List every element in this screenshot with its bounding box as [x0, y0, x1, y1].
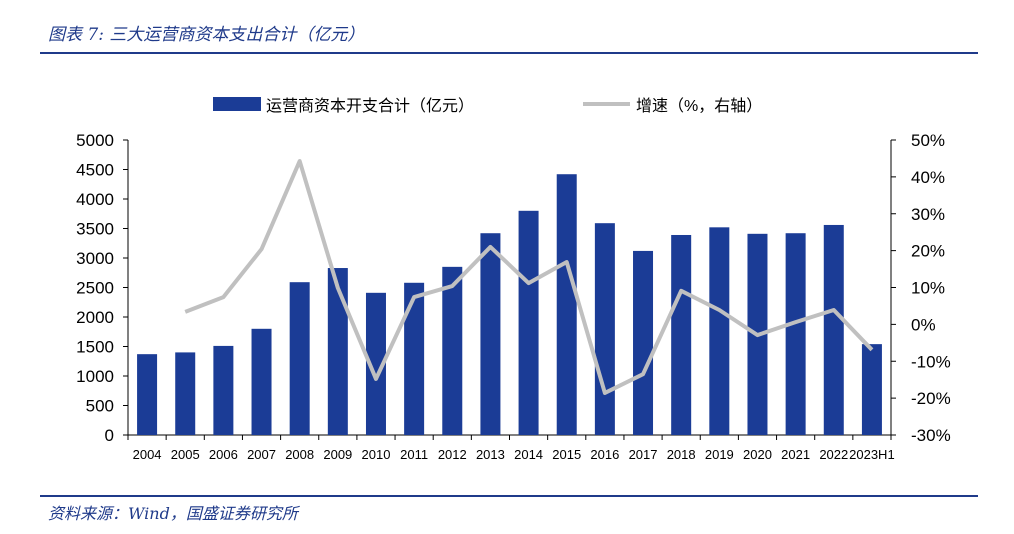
figure-title: 图表 7: 三大运营商资本支出合计（亿元）	[48, 25, 365, 45]
source-divider	[40, 495, 978, 497]
bar-2019	[709, 227, 730, 435]
bar-2016	[594, 223, 615, 435]
bar-2013	[480, 233, 501, 435]
x-tick-label: 2014	[514, 447, 543, 462]
bar-2018	[671, 234, 692, 435]
x-tick-label: 2020	[743, 447, 772, 462]
bar-2017	[633, 250, 654, 435]
x-tick-label: 2011	[400, 447, 428, 462]
right-tick-label: 50%	[911, 131, 945, 150]
bar-2022	[823, 224, 844, 435]
bar-2014	[518, 210, 539, 435]
legend-line-label: 增速（%，右轴）	[636, 97, 762, 115]
source-note: 资料来源：Wind，国盛证券研究所	[48, 504, 298, 523]
bar-2023H1	[861, 344, 882, 435]
bar-2009	[327, 268, 348, 435]
left-tick-label: 2000	[76, 308, 114, 327]
x-tick-label: 2005	[171, 447, 200, 462]
left-tick-label: 3500	[76, 220, 114, 239]
bar-2011	[404, 282, 425, 435]
right-tick-label: 40%	[911, 168, 945, 187]
x-tick-label: 2012	[438, 447, 467, 462]
left-tick-label: 3000	[76, 249, 114, 268]
x-tick-label: 2015	[552, 447, 581, 462]
bar-2015	[556, 174, 577, 435]
x-tick-label: 2006	[209, 447, 238, 462]
title-divider	[40, 52, 978, 54]
x-tick-label: 2004	[133, 447, 162, 462]
right-tick-label: 20%	[911, 242, 945, 261]
legend-bar-label: 运营商资本开支合计（亿元）	[266, 97, 474, 115]
x-tick-label: 2023H1	[849, 447, 895, 462]
right-tick-label: 10%	[911, 279, 945, 298]
right-tick-label: -30%	[911, 426, 951, 445]
x-tick-label: 2016	[590, 447, 619, 462]
x-tick-label: 2007	[247, 447, 276, 462]
x-tick-label: 2019	[705, 447, 734, 462]
left-tick-label: 1500	[76, 338, 114, 357]
bar-2006	[213, 345, 234, 435]
x-tick-label: 2022	[819, 447, 848, 462]
x-tick-label: 2018	[667, 447, 696, 462]
bar-2005	[175, 352, 196, 435]
left-tick-label: 4500	[76, 161, 114, 180]
legend-bar-swatch	[213, 97, 261, 111]
bar-2012	[442, 266, 463, 435]
bar-2008	[289, 282, 310, 435]
left-tick-label: 4000	[76, 190, 114, 209]
left-tick-label: 0	[105, 426, 114, 445]
bar-2010	[365, 292, 386, 435]
x-tick-label: 2009	[323, 447, 352, 462]
x-tick-label: 2008	[285, 447, 314, 462]
x-tick-label: 2017	[629, 447, 658, 462]
bar-2007	[251, 328, 272, 435]
x-tick-label: 2021	[781, 447, 810, 462]
left-tick-label: 5000	[76, 131, 114, 150]
right-tick-label: 30%	[911, 205, 945, 224]
right-tick-label: 0%	[911, 315, 936, 334]
bar-2004	[137, 354, 158, 435]
right-tick-label: -10%	[911, 352, 951, 371]
right-tick-label: -20%	[911, 389, 951, 408]
x-tick-label: 2010	[362, 447, 391, 462]
left-tick-label: 1000	[76, 367, 114, 386]
left-tick-label: 500	[86, 397, 114, 416]
left-tick-label: 2500	[76, 279, 114, 298]
bar-2021	[785, 233, 806, 435]
x-tick-label: 2013	[476, 447, 505, 462]
